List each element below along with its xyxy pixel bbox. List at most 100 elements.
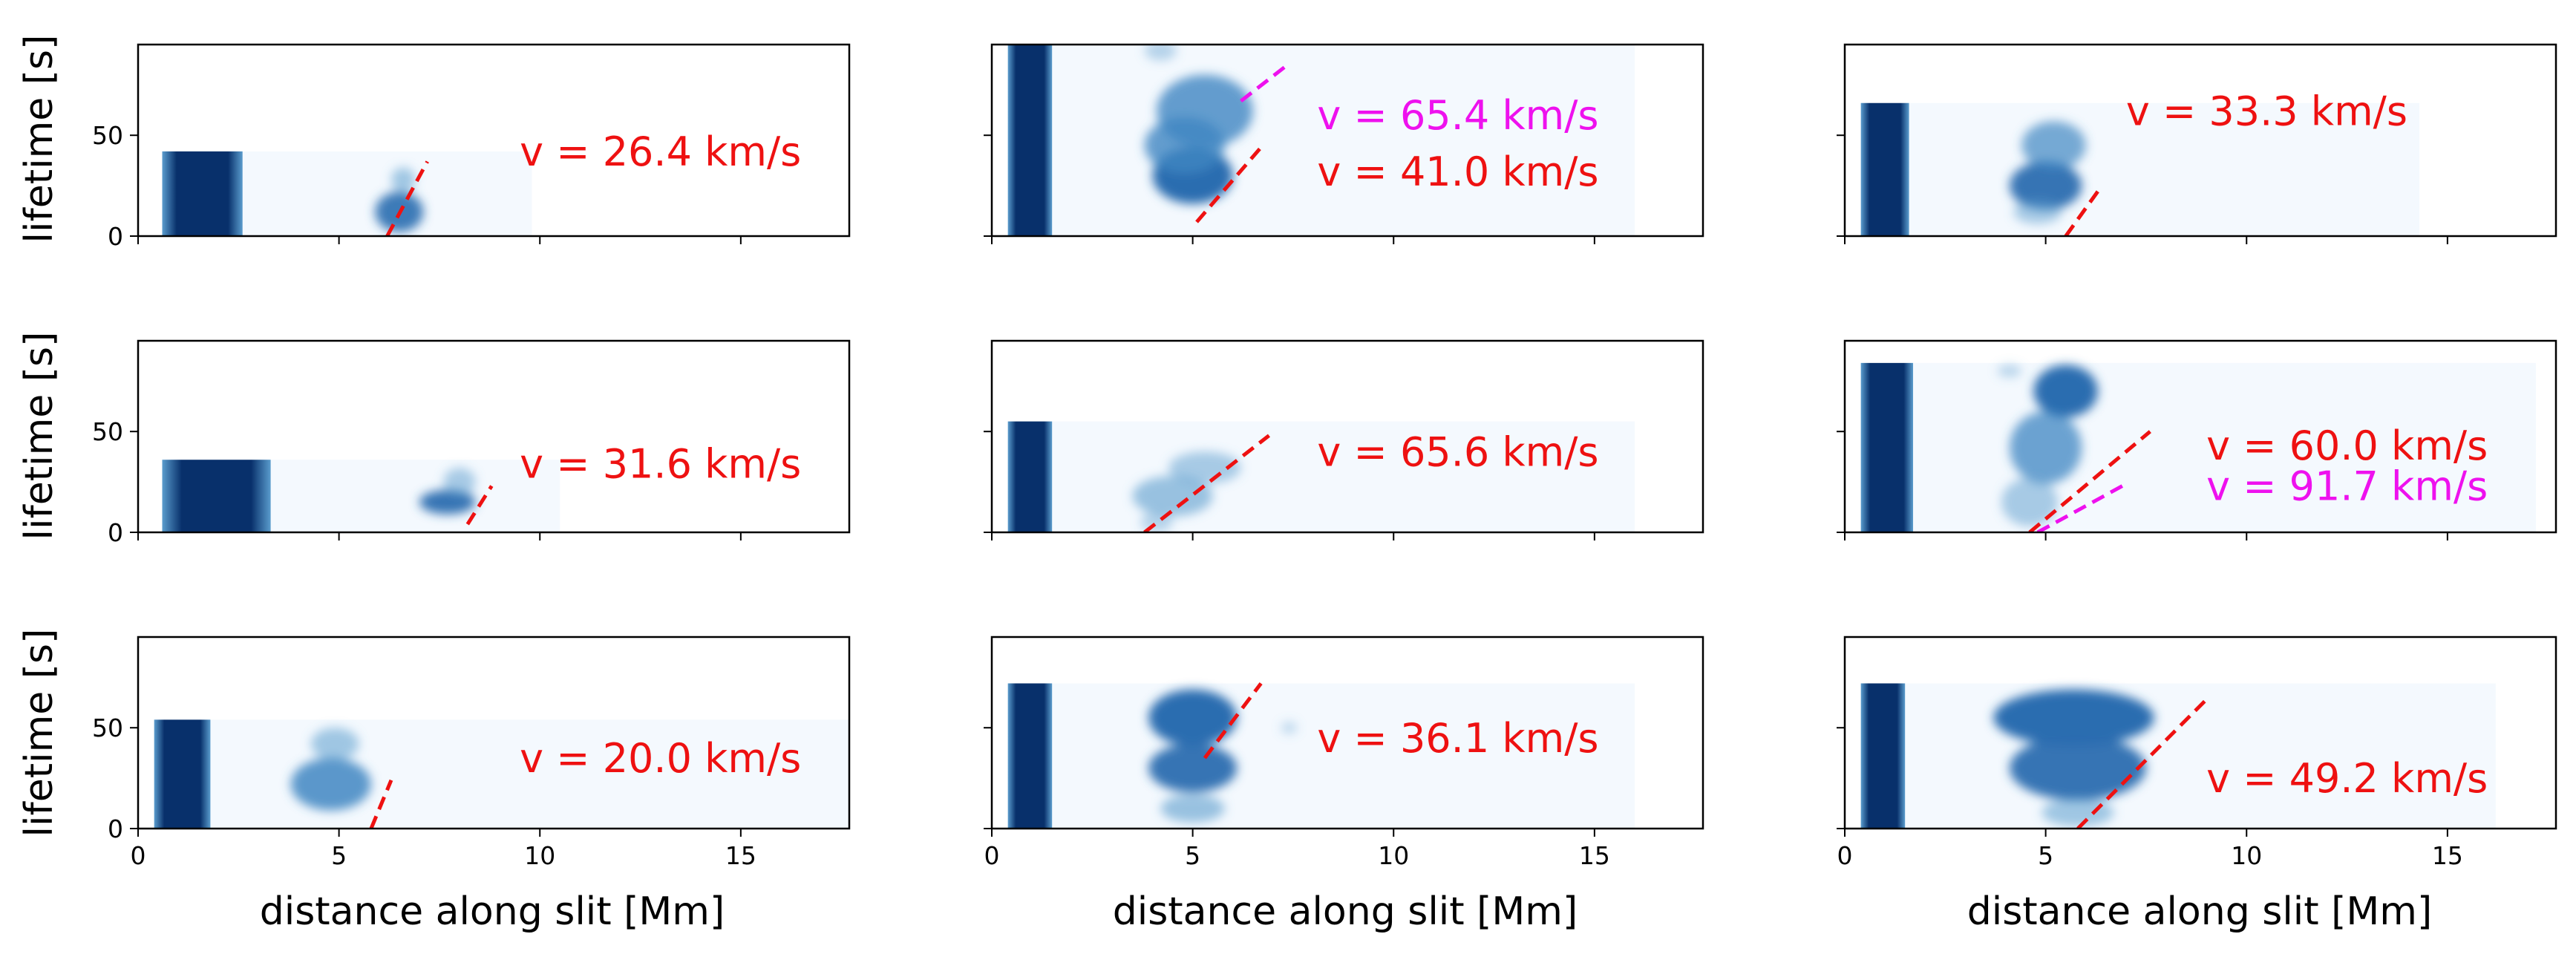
heatmap-dark-band xyxy=(1860,362,1914,532)
x-tick-label: 0 xyxy=(1837,841,1853,870)
heatmap-background xyxy=(1860,683,2496,829)
panel-3: v = 33.3 km/s xyxy=(1837,43,2557,244)
axes-frame xyxy=(990,636,1704,830)
axes-frame xyxy=(137,636,851,830)
heatmap-blob xyxy=(390,167,416,192)
fit-line-red xyxy=(1195,146,1263,223)
heatmap-dark-band xyxy=(162,460,271,532)
velocity-annotation: v = 65.6 km/s xyxy=(1317,428,1598,475)
heatmap-blob xyxy=(1144,117,1225,174)
x-tick-label: 15 xyxy=(725,841,756,870)
panel-8: 0 5 10 15 v = 36.1 km/s xyxy=(984,636,1704,870)
y-tick-label: 50 xyxy=(92,713,123,742)
ylabel-row2: lifetime [s] xyxy=(17,332,62,540)
velocity-annotation: v = 31.6 km/s xyxy=(520,441,801,488)
heatmap-blob xyxy=(310,728,359,760)
panel-4: 0 50 v = 31.6 km/s xyxy=(92,339,851,547)
heatmap-blob xyxy=(1132,475,1213,517)
axes-frame xyxy=(1843,339,2557,534)
heatmap-dark-band xyxy=(1007,45,1053,236)
x-tick-label: 5 xyxy=(2038,841,2053,870)
heatmap-background xyxy=(1860,102,2419,236)
heatmap-background xyxy=(1860,362,2536,532)
axes-frame xyxy=(137,339,851,534)
heatmap-image xyxy=(1860,683,2496,829)
fit-line-red xyxy=(2028,430,2151,532)
heatmap-blob xyxy=(2021,121,2086,170)
heatmap-dark-band xyxy=(1007,683,1053,829)
heatmap-background xyxy=(1007,683,1635,829)
heatmap-image xyxy=(162,151,532,236)
heatmap-image xyxy=(1860,362,2536,532)
axes-frame xyxy=(990,43,1704,238)
panel-2: v = 65.4 km/s v = 41.0 km/s xyxy=(984,43,1704,244)
x-tick-label: 5 xyxy=(331,841,347,870)
x-tick-label: 10 xyxy=(1378,841,1409,870)
x-tick-label: 10 xyxy=(2231,841,2262,870)
x-tick-label: 5 xyxy=(1185,841,1200,870)
heatmap-image xyxy=(1007,683,1635,829)
x-tick-label: 15 xyxy=(2432,841,2463,870)
heatmap-blob xyxy=(1144,45,1177,61)
y-axis-labels: lifetime [s] lifetime [s] lifetime [s] xyxy=(17,35,62,837)
heatmap-blob xyxy=(2009,411,2082,484)
heatmap-image xyxy=(162,460,560,532)
panels: 050 v = 26.4 km/sv = 65.4 km/sv = 41.0 km… xyxy=(92,43,2557,870)
x-tick-label: 0 xyxy=(984,841,1000,870)
x-axis-labels: distance along slit [Mm] distance along … xyxy=(260,889,2433,934)
heatmap-blob xyxy=(2009,161,2082,210)
velocity-annotation: v = 91.7 km/s xyxy=(2206,463,2488,510)
fit-line-magenta xyxy=(1240,65,1287,103)
panel-6: v = 60.0 km/sv = 91.7 km/s xyxy=(1837,339,2557,540)
heatmap-blob xyxy=(419,489,476,515)
fit-line-magenta xyxy=(2036,482,2128,532)
velocity-annotation: v = 20.0 km/s xyxy=(520,735,801,782)
axes-frame xyxy=(137,43,851,238)
axes-frame xyxy=(1843,43,2557,238)
heatmap-dark-band xyxy=(162,151,243,236)
heatmap-blob xyxy=(2009,736,2146,800)
heatmap-background xyxy=(154,719,849,829)
fit-line-red xyxy=(1203,682,1263,760)
y-tick-label: 0 xyxy=(108,222,123,251)
xlabel-col1: distance along slit [Mm] xyxy=(260,889,725,934)
velocity-annotation: v = 60.0 km/s xyxy=(2206,422,2488,469)
fit-line-red xyxy=(385,160,429,236)
heatmap-blob xyxy=(1997,365,2022,377)
fit-line-red xyxy=(2076,698,2208,829)
heatmap-blob xyxy=(1148,743,1238,793)
heatmap-dark-band xyxy=(154,719,211,829)
xlabel-col3: distance along slit [Mm] xyxy=(1967,889,2433,934)
panel-9: 0 5 10 15 v = 49.2 km/s xyxy=(1837,636,2557,870)
velocity-annotation: v = 65.4 km/s xyxy=(1317,92,1598,139)
heatmap-blob xyxy=(1168,451,1241,484)
x-tick-label: 10 xyxy=(524,841,555,870)
heatmap-dark-band xyxy=(1860,683,1906,829)
y-tick-label: 0 xyxy=(108,518,123,547)
y-tick-label: 0 xyxy=(108,814,123,843)
fit-line-red xyxy=(465,485,494,526)
velocity-annotation: v = 49.2 km/s xyxy=(2206,755,2488,802)
fit-line-red xyxy=(2064,184,2104,236)
heatmap-background xyxy=(1007,421,1635,532)
velocity-annotation: v = 36.1 km/s xyxy=(1317,715,1598,762)
fit-line-red xyxy=(369,779,393,829)
heatmap-blob xyxy=(2041,798,2114,827)
x-tick-label: 0 xyxy=(131,841,146,870)
heatmap-image xyxy=(1860,102,2419,236)
fit-line-red xyxy=(1143,434,1270,532)
heatmap-image xyxy=(1007,421,1635,532)
heatmap-blob xyxy=(1148,689,1238,746)
heatmap-dark-band xyxy=(1860,102,1909,236)
heatmap-blob xyxy=(1160,794,1225,823)
heatmap-blob xyxy=(2001,477,2058,526)
velocity-annotation: v = 26.4 km/s xyxy=(520,128,801,175)
axes-frame xyxy=(990,339,1704,534)
heatmap-image xyxy=(154,719,849,829)
y-tick-label: 50 xyxy=(92,417,123,446)
heatmap-blob xyxy=(290,757,371,811)
panel-7: 0 5 10 15 0 50 v = 20.0 km/s xyxy=(92,636,851,870)
heatmap-blob xyxy=(1993,689,2154,746)
xlabel-col2: distance along slit [Mm] xyxy=(1113,889,1578,934)
